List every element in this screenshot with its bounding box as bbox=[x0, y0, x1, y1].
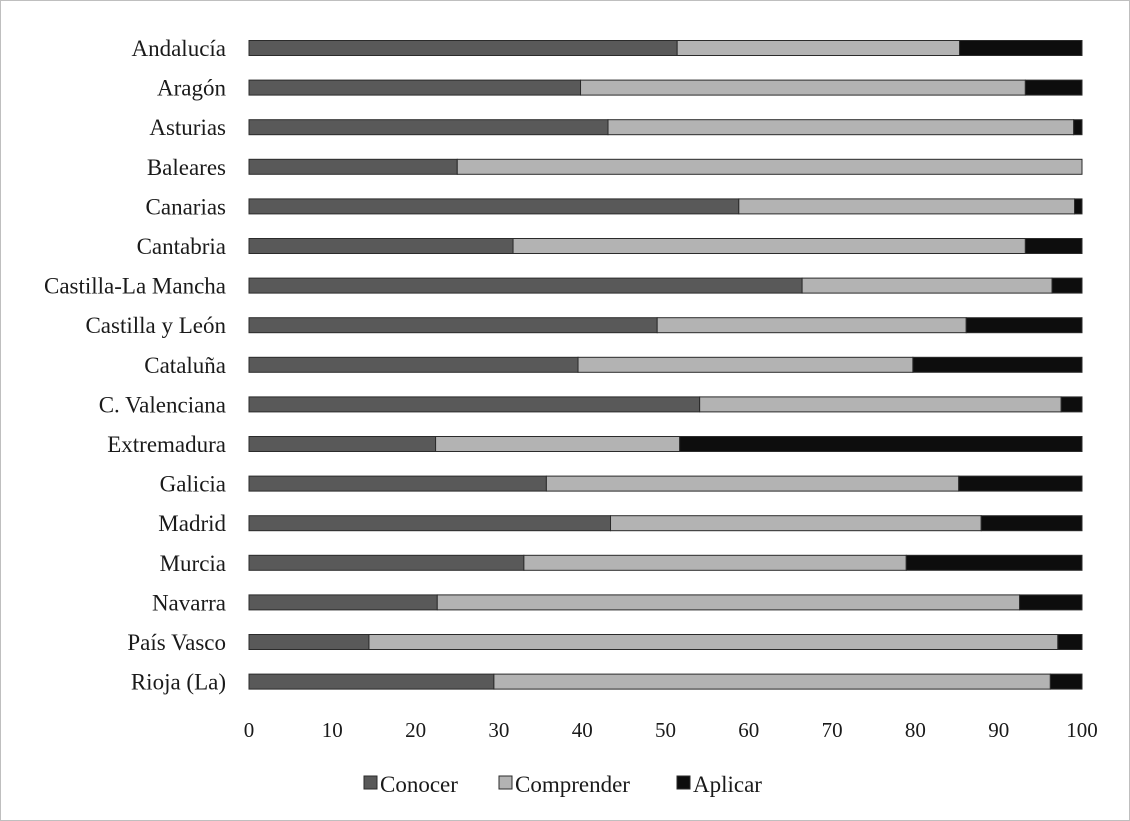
bar-segment-aplicar bbox=[965, 317, 1083, 334]
bar-segment-comprender bbox=[580, 79, 1026, 96]
x-tick-label: 40 bbox=[572, 718, 593, 742]
x-tick-label: 80 bbox=[905, 718, 926, 742]
bar-segment-comprender bbox=[512, 238, 1026, 254]
bar-segment-comprender bbox=[368, 634, 1059, 650]
bar-segment-comprender bbox=[699, 396, 1062, 413]
x-tick-label: 90 bbox=[988, 718, 1009, 742]
bar-segment-conocer bbox=[248, 198, 740, 215]
legend-swatch-aplicar bbox=[676, 775, 691, 790]
x-tick-label: 50 bbox=[655, 718, 676, 742]
bar-segment-aplicar bbox=[1024, 79, 1083, 96]
bar-segment-aplicar bbox=[1019, 594, 1083, 611]
bar-segment-aplicar bbox=[1074, 198, 1083, 215]
x-tick-label: 60 bbox=[738, 718, 759, 742]
bar-segment-conocer bbox=[248, 594, 438, 611]
bar-segment-aplicar bbox=[1051, 277, 1083, 294]
x-axis: 0 10 20 30 40 50 60 70 80 90 100 bbox=[244, 718, 1098, 742]
bar-segment-aplicar bbox=[905, 554, 1083, 571]
category-label: Asturias bbox=[149, 115, 226, 140]
bar-segment-aplicar bbox=[912, 356, 1083, 373]
x-tick-label: 20 bbox=[405, 718, 426, 742]
bar-segment-aplicar bbox=[980, 515, 1083, 532]
bar-segment-conocer bbox=[248, 634, 370, 650]
legend-swatch-comprender bbox=[498, 775, 513, 790]
bar-segment-conocer bbox=[248, 277, 803, 294]
bar-segment-comprender bbox=[435, 436, 681, 452]
bar-segment-aplicar bbox=[1057, 634, 1083, 650]
x-tick-label: 0 bbox=[244, 718, 255, 742]
bar-segment-conocer bbox=[248, 158, 458, 175]
bar-segment-conocer bbox=[248, 396, 701, 413]
bar-segment-conocer bbox=[248, 356, 579, 373]
category-label: Madrid bbox=[158, 511, 226, 536]
bar-segment-conocer bbox=[248, 515, 612, 532]
bar-segment-comprender bbox=[656, 317, 967, 334]
legend: Conocer Comprender Aplicar bbox=[363, 772, 762, 797]
bar-segment-conocer bbox=[248, 475, 547, 492]
legend-label-aplicar: Aplicar bbox=[693, 772, 762, 797]
category-label: C. Valenciana bbox=[99, 392, 226, 417]
x-tick-label: 10 bbox=[322, 718, 343, 742]
bar-segment-conocer bbox=[248, 554, 525, 571]
x-tick-label: 30 bbox=[488, 718, 509, 742]
category-label: País Vasco bbox=[127, 630, 226, 655]
bar-segment-comprender bbox=[577, 356, 914, 373]
bar-segment-aplicar bbox=[958, 475, 1083, 492]
legend-swatch-conocer bbox=[363, 775, 378, 790]
category-label: Extremadura bbox=[107, 432, 226, 457]
bar-segment-conocer bbox=[248, 238, 514, 254]
category-label: Cantabria bbox=[137, 234, 226, 259]
bar-segment-aplicar bbox=[1024, 238, 1083, 254]
legend-label-comprender: Comprender bbox=[515, 772, 630, 797]
bar-segment-comprender bbox=[493, 673, 1051, 690]
bar-segment-comprender bbox=[523, 554, 907, 571]
bar-segment-aplicar bbox=[1049, 673, 1083, 690]
bar-segment-comprender bbox=[456, 158, 1083, 175]
bar-segment-conocer bbox=[248, 673, 495, 690]
bar-segment-comprender bbox=[801, 277, 1053, 294]
category-label: Castilla y León bbox=[85, 313, 226, 338]
bar-segment-aplicar bbox=[679, 436, 1083, 452]
bar-segment-comprender bbox=[545, 475, 960, 492]
category-label: Navarra bbox=[152, 590, 226, 615]
bar-segment-aplicar bbox=[1060, 396, 1083, 413]
bar-segment-conocer bbox=[248, 436, 437, 452]
legend-label-conocer: Conocer bbox=[380, 772, 458, 797]
bar-segment-comprender bbox=[436, 594, 1021, 611]
bar-segment-aplicar bbox=[1073, 119, 1083, 136]
bar-segment-conocer bbox=[248, 317, 658, 334]
category-label: Cataluña bbox=[144, 353, 226, 378]
category-label: Canarias bbox=[146, 194, 227, 219]
category-label: Rioja (La) bbox=[131, 670, 226, 695]
category-label: Andalucía bbox=[131, 36, 226, 61]
bar-segment-conocer bbox=[248, 119, 609, 136]
bar-segment-comprender bbox=[738, 198, 1075, 215]
category-label: Murcia bbox=[160, 551, 226, 576]
bar-segment-conocer bbox=[248, 79, 582, 96]
x-tick-label: 100 bbox=[1066, 718, 1098, 742]
category-label: Galicia bbox=[160, 472, 226, 497]
bar-segment-conocer bbox=[248, 40, 678, 56]
bar-segment-aplicar bbox=[959, 40, 1083, 56]
category-labels: Andalucía Aragón Asturias Baleares Canarias C… bbox=[44, 36, 227, 695]
bars-group bbox=[248, 40, 1083, 690]
category-label: Baleares bbox=[147, 155, 226, 180]
category-label: Castilla-La Mancha bbox=[44, 274, 226, 299]
x-tick-label: 70 bbox=[822, 718, 843, 742]
bar-segment-comprender bbox=[610, 515, 982, 532]
category-label: Aragón bbox=[157, 76, 226, 101]
bar-segment-comprender bbox=[607, 119, 1075, 136]
bar-segment-comprender bbox=[676, 40, 961, 56]
